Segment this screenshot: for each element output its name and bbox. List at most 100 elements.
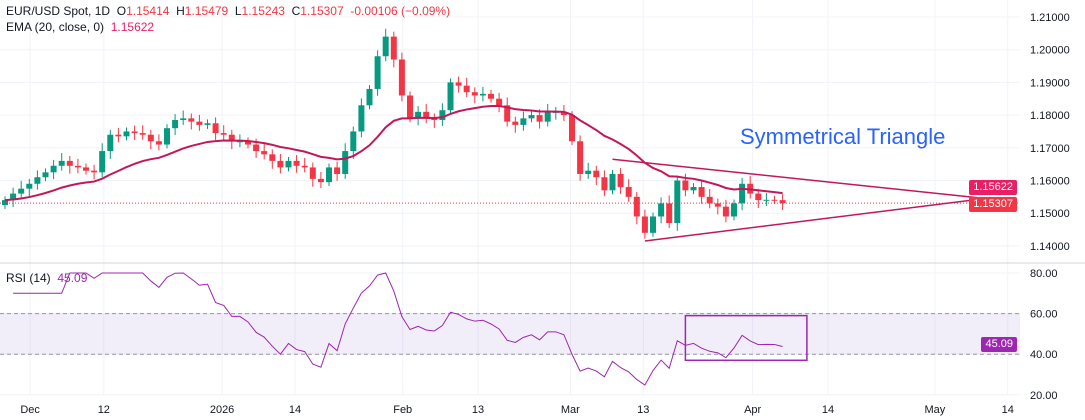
candle-body: [350, 131, 357, 152]
rsi-tick-label: 60.00: [1030, 309, 1058, 321]
candle-body: [633, 196, 640, 217]
triangle-upper-line: [612, 158, 986, 200]
time-tick-label: Feb: [393, 404, 412, 416]
candle-body: [228, 134, 235, 142]
rsi-band: [0, 313, 1020, 355]
candle-body: [455, 82, 462, 86]
time-tick-label: 13: [637, 404, 649, 416]
open-label: O: [116, 4, 127, 18]
price-tick-label: 1.21000: [1030, 12, 1070, 24]
high-value: 1.15479: [184, 4, 229, 18]
candle-body: [471, 92, 478, 96]
time-tick-label: Apr: [744, 404, 761, 416]
price-tick-label: 1.19000: [1030, 77, 1070, 89]
candle-body: [334, 167, 341, 174]
candle-body: [415, 111, 422, 119]
candle-body: [196, 121, 203, 125]
price-tick-label: 1.17000: [1030, 143, 1070, 155]
price-tick-label: 1.14000: [1030, 241, 1070, 253]
high-label: H: [176, 4, 185, 18]
candle-body: [658, 203, 665, 217]
ema-value: 1.15622: [110, 20, 155, 34]
candle-body: [771, 199, 778, 201]
time-tick-label: Dec: [20, 404, 40, 416]
candle-body: [382, 36, 389, 57]
time-tick-label: 13: [472, 404, 484, 416]
rsi-line: [13, 272, 783, 386]
candle-body: [374, 56, 381, 89]
candle-body: [188, 118, 195, 122]
candle-body: [593, 170, 600, 178]
candle-body: [439, 110, 446, 121]
ema-legend: EMA (20, close, 0) 1.15622: [6, 20, 154, 34]
rsi-value-tag: 45.09: [981, 337, 1017, 352]
candle-body: [609, 173, 616, 191]
candle-body: [569, 115, 575, 142]
candle-body: [212, 123, 219, 134]
candle-body: [641, 216, 648, 233]
price-tick-label: 1.18000: [1030, 110, 1070, 122]
candle-body: [544, 111, 551, 122]
candle-body: [690, 187, 697, 191]
candle-body: [180, 118, 187, 121]
rsi-value: 45.09: [57, 271, 88, 285]
candle-body: [50, 165, 57, 173]
candle-body: [342, 151, 349, 174]
time-tick-label: 14: [1002, 404, 1014, 416]
rsi-tick-label: 80.00: [1030, 268, 1058, 280]
candle-body: [66, 160, 73, 166]
candle-body: [779, 200, 786, 204]
candle-body: [155, 141, 162, 145]
candle-body: [755, 193, 762, 201]
candle-body: [682, 180, 689, 191]
candle-body: [245, 141, 251, 145]
candle-body: [220, 133, 227, 135]
candle-body: [366, 88, 373, 106]
last-price-tag: 1.15307: [969, 197, 1017, 212]
candle-body: [763, 199, 770, 201]
candle-body: [301, 165, 308, 168]
time-tick-label: 14: [822, 404, 834, 416]
candle-body: [107, 134, 114, 152]
candle-body: [431, 118, 438, 121]
candle-body: [512, 121, 519, 125]
symbol-legend: EUR/USD Spot, 1D O1.15414 H1.15479 L1.15…: [6, 4, 450, 18]
change-value: -0.00106 (−0.09%): [350, 4, 451, 18]
candle-body: [585, 170, 592, 174]
candle-body: [172, 120, 179, 129]
candle-body: [91, 170, 98, 173]
candle-body: [423, 111, 430, 119]
price-tick-label: 1.15000: [1030, 208, 1070, 220]
candle-body: [164, 128, 170, 145]
candle-body: [204, 123, 211, 125]
low-value: 1.15243: [241, 4, 285, 18]
candle-body: [601, 177, 608, 191]
candle-body: [99, 151, 106, 173]
candle-body: [447, 82, 454, 111]
candle-body: [577, 141, 584, 174]
candle-body: [463, 85, 470, 93]
time-tick-label: Mar: [561, 404, 580, 416]
time-tick-label: 2026: [210, 404, 234, 416]
candle-body: [261, 151, 268, 155]
candle-body: [358, 105, 365, 132]
candle-body: [139, 133, 146, 135]
candle-body: [131, 131, 138, 134]
candle-body: [317, 178, 324, 183]
candle-body: [617, 173, 624, 188]
candle-body: [731, 203, 737, 217]
candle-body: [326, 167, 332, 183]
candle-body: [58, 160, 65, 166]
candle-body: [10, 193, 17, 201]
candle-body: [650, 216, 656, 233]
candle-body: [2, 200, 8, 206]
candle-body: [269, 154, 276, 161]
candle-body: [674, 180, 681, 224]
candle-body: [488, 93, 494, 99]
candle-body: [74, 165, 81, 168]
rsi-label: RSI (14): [6, 271, 51, 285]
candle-body: [504, 105, 511, 122]
candle-body: [34, 177, 41, 184]
